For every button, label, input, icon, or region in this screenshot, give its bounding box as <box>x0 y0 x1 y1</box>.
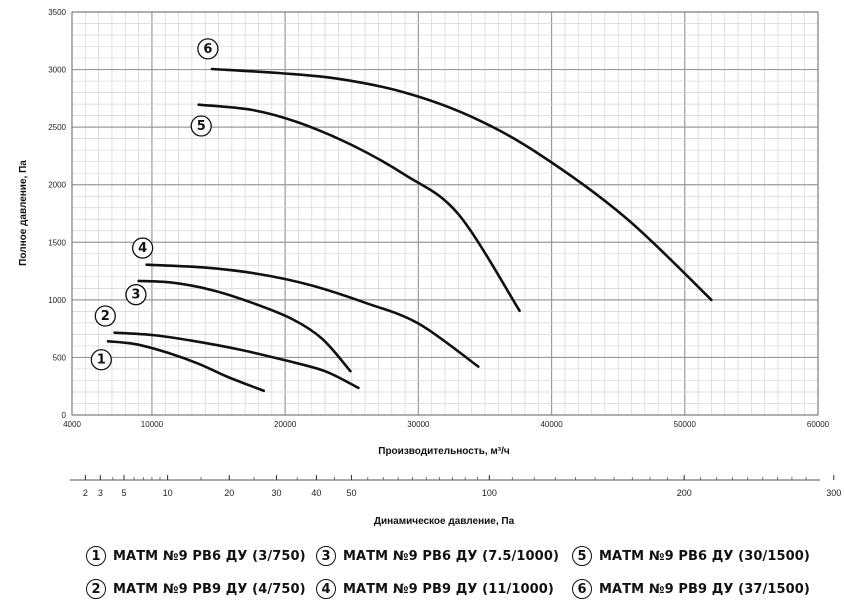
secondary-tick-label: 2 <box>83 488 88 498</box>
y-tick-label: 2000 <box>48 181 66 190</box>
curve-marker-5: 5 <box>190 115 212 137</box>
x-tick-label: 30000 <box>407 420 430 429</box>
y-axis-title: Полное давление, Па <box>18 160 29 266</box>
legend-label-3: МАТМ №9 РВ6 ДУ (7.5/1000) <box>343 548 560 564</box>
legend-marker-2: 2 <box>86 579 106 599</box>
curve-1 <box>106 340 266 393</box>
secondary-tick-label: 20 <box>224 488 234 498</box>
plot-frame <box>71 11 819 416</box>
x-tick-label: 20000 <box>274 420 297 429</box>
curve-marker-circle <box>90 349 112 371</box>
secondary-tick-label: 300 <box>826 488 841 498</box>
curve-marker-label: 4 <box>138 241 147 256</box>
x-tick-label: 50000 <box>674 420 697 429</box>
y-tick-label: 1000 <box>48 296 66 305</box>
legend-label-5: МАТМ №9 РВ6 ДУ (30/1500) <box>599 548 810 564</box>
curve-marker-label: 1 <box>97 353 106 368</box>
curve-4 <box>145 263 480 368</box>
secondary-tick-label: 10 <box>163 488 173 498</box>
legend-item-1: 1 МАТМ №9 РВ6 ДУ (3/750) <box>86 546 306 566</box>
curve-marker-circle <box>94 305 116 327</box>
curve-marker-circle <box>131 237 154 259</box>
curves <box>106 67 713 393</box>
secondary-tick-label: 5 <box>122 488 127 498</box>
dynamic-pressure-axis: 2 3 5 10 20 30 40 50 100 200 300 <box>70 475 841 498</box>
legend-label-6: МАТМ №9 РВ9 ДУ (37/1500) <box>599 581 810 597</box>
curve-marker-label: 3 <box>131 288 140 303</box>
curve-marker-4: 4 <box>131 237 154 259</box>
x-tick-label: 60000 <box>807 420 830 429</box>
curve-marker-circle <box>125 284 147 306</box>
secondary-tick-label: 3 <box>98 488 103 498</box>
legend: 1 МАТМ №9 РВ6 ДУ (3/750) 2 МАТМ №9 РВ9 Д… <box>0 540 844 614</box>
y-tick-label: 3000 <box>48 66 66 75</box>
curve-marker-label: 5 <box>197 119 206 134</box>
secondary-tick-label: 50 <box>347 488 357 498</box>
legend-marker-4: 4 <box>316 579 336 599</box>
legend-item-3: 3 МАТМ №9 РВ6 ДУ (7.5/1000) <box>316 546 559 566</box>
legend-label-1: МАТМ №9 РВ6 ДУ (3/750) <box>113 548 306 564</box>
curve-2 <box>113 331 360 390</box>
grid <box>71 11 819 416</box>
secondary-tick-label: 30 <box>272 488 282 498</box>
legend-label-2: МАТМ №9 РВ9 ДУ (4/750) <box>113 581 306 597</box>
y-tick-label: 1500 <box>48 238 66 247</box>
legend-item-5: 5 МАТМ №9 РВ6 ДУ (30/1500) <box>572 546 810 566</box>
legend-item-4: 4 МАТМ №9 РВ9 ДУ (11/1000) <box>316 579 554 599</box>
x-tick-label: 10000 <box>141 420 164 429</box>
curve-5 <box>197 103 521 313</box>
curve-marker-circle <box>197 38 219 60</box>
fan-performance-chart: 4000 10000 20000 30000 40000 50000 60000 0 500 10… <box>18 8 841 527</box>
curve-marker-label: 2 <box>101 309 110 324</box>
legend-marker-6: 6 <box>572 579 592 599</box>
y-tick-label: 2500 <box>48 123 66 132</box>
y-tick-label: 0 <box>62 411 67 420</box>
curve-marker-2: 2 <box>94 305 116 327</box>
y-tick-label: 3500 <box>48 8 66 17</box>
curve-markers: 1 2 3 4 5 6 <box>90 38 219 371</box>
legend-marker-1: 1 <box>86 546 106 566</box>
x-axis-title: Производительность, м³/ч <box>378 446 510 457</box>
curve-marker-circle <box>190 115 212 137</box>
curve-marker-3: 3 <box>125 284 147 306</box>
curve-3 <box>137 279 352 373</box>
curve-6 <box>210 67 713 302</box>
curve-marker-1: 1 <box>90 349 112 371</box>
legend-label-4: МАТМ №9 РВ9 ДУ (11/1000) <box>343 581 554 597</box>
y-tick-label: 500 <box>53 353 67 362</box>
legend-marker-5: 5 <box>572 546 592 566</box>
x-tick-label: 40000 <box>540 420 563 429</box>
secondary-axis-title: Динамическое давление, Па <box>374 516 515 527</box>
axes: 4000 10000 20000 30000 40000 50000 60000 0 500 10… <box>48 8 829 429</box>
secondary-tick-label: 200 <box>677 488 692 498</box>
curve-marker-label: 6 <box>203 42 212 57</box>
legend-item-2: 2 МАТМ №9 РВ9 ДУ (4/750) <box>86 579 306 599</box>
curve-marker-6: 6 <box>197 38 219 60</box>
secondary-tick-label: 40 <box>311 488 321 498</box>
secondary-tick-label: 100 <box>482 488 497 498</box>
legend-marker-3: 3 <box>316 546 336 566</box>
legend-item-6: 6 МАТМ №9 РВ9 ДУ (37/1500) <box>572 579 810 599</box>
x-tick-label: 4000 <box>63 420 81 429</box>
